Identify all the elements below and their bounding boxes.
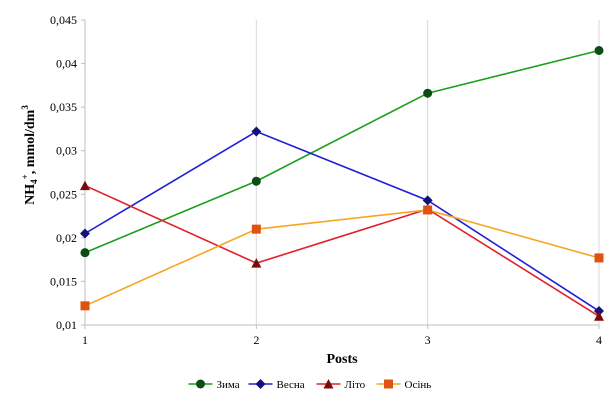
y-tick-label: 0,01 xyxy=(56,318,77,332)
y-tick-label: 0,025 xyxy=(50,187,77,201)
y-axis-title-base: NH xyxy=(23,184,38,205)
x-axis-title: Posts xyxy=(326,352,358,367)
y-axis-title-sup2: 3 xyxy=(20,105,30,110)
series-line xyxy=(84,184,600,317)
data-point xyxy=(423,88,433,98)
series-3 xyxy=(80,180,604,321)
y-axis-title-rest: , mmol/dm xyxy=(23,109,38,174)
legend-item: Зима xyxy=(188,379,240,391)
data-point xyxy=(422,195,433,206)
legend: Зима Весна Літо Осінь xyxy=(188,379,432,391)
data-point xyxy=(251,258,262,268)
y-axis-title: NH4+, mmol/dm3 xyxy=(20,105,39,205)
legend-label: Осінь xyxy=(405,379,432,391)
axis-layer: 0,045 0,04 0,035 0,03 0,025 0,02 0,015 0,01 1 2 3 4 xyxy=(50,13,602,347)
series-layer xyxy=(80,46,604,321)
series-line xyxy=(84,209,600,307)
x-tick-label: 1 xyxy=(82,333,88,347)
legend-item: Весна xyxy=(248,379,305,391)
data-point xyxy=(423,205,433,215)
legend-marker xyxy=(255,379,266,389)
data-point xyxy=(594,253,604,263)
y-tick-label: 0,03 xyxy=(56,144,77,158)
x-tick-label: 3 xyxy=(425,333,431,347)
legend-marker xyxy=(384,379,393,389)
legend-item: Осінь xyxy=(376,379,432,391)
y-tick-label: 0,015 xyxy=(50,274,77,288)
data-point xyxy=(594,46,604,55)
y-axis-title-sup: + xyxy=(20,174,30,179)
legend-label: Літо xyxy=(345,379,366,391)
y-axis-title-sub: 4 xyxy=(29,179,39,184)
x-tick-label: 4 xyxy=(596,333,602,347)
legend-item: Літо xyxy=(316,379,366,391)
data-point xyxy=(594,311,604,321)
series-4 xyxy=(80,205,604,311)
series-2 xyxy=(80,126,604,317)
data-point xyxy=(251,224,261,234)
data-point xyxy=(594,306,604,317)
y-tick-label: 0,02 xyxy=(56,231,77,245)
data-point xyxy=(80,180,90,191)
legend-marker xyxy=(196,379,205,389)
data-point xyxy=(80,301,90,311)
legend-label: Весна xyxy=(277,379,305,391)
legend-label: Зима xyxy=(217,379,240,391)
grid-layer xyxy=(84,20,600,325)
data-point xyxy=(251,176,261,186)
series-line xyxy=(84,130,600,312)
series-line xyxy=(84,49,600,254)
y-tick-label: 0,04 xyxy=(56,57,77,71)
y-tick-label: 0,035 xyxy=(50,100,77,114)
y-tick-label: 0,045 xyxy=(50,13,77,27)
data-point xyxy=(80,248,90,258)
data-point xyxy=(251,126,262,137)
series-1 xyxy=(80,46,604,258)
data-point xyxy=(80,228,90,239)
x-tick-label: 2 xyxy=(253,333,259,347)
legend-marker xyxy=(323,379,334,389)
